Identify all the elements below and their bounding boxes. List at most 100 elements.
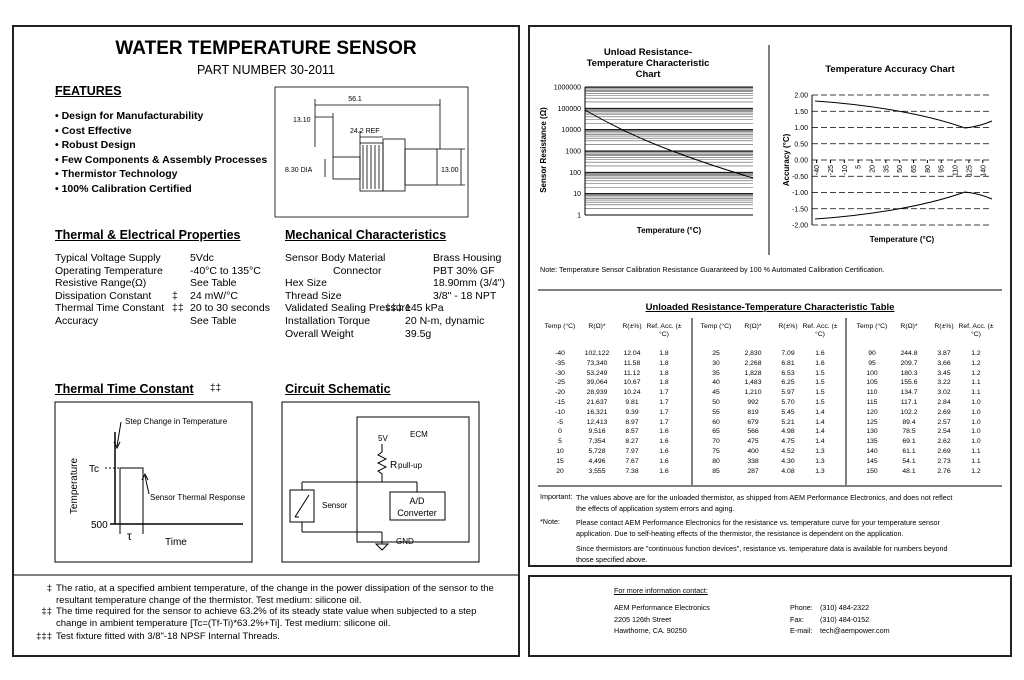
table-cell: 25 <box>712 350 720 357</box>
contact-value: tech@aempower.com <box>820 626 890 635</box>
x-tick-label: 65 <box>911 165 918 173</box>
property-value: 24 mW/°C <box>190 289 238 302</box>
drawing-rect <box>389 491 446 521</box>
x-tick-label: 125 <box>966 165 973 177</box>
table-cell: 48.1 <box>902 467 916 475</box>
table-cell: 102.2 <box>900 408 918 416</box>
contact-label: Phone: <box>790 603 813 612</box>
feature-item: Thermistor Technology <box>55 168 178 180</box>
footnote-mark: ‡‡ <box>172 302 184 315</box>
property-label: Thread Size <box>285 289 342 302</box>
table-cell: 10 <box>556 448 564 455</box>
table-cell: 12.04 <box>623 350 641 357</box>
feature-item: 100% Calibration Certified <box>55 183 192 195</box>
dim-height: 13.00 <box>441 167 459 174</box>
table-cell: 2.73 <box>937 457 951 465</box>
footnote-mark: ‡‡‡ <box>36 631 52 642</box>
table-cell: 8.97 <box>625 418 639 426</box>
table-cell: 1.2 <box>971 369 981 377</box>
table-cell: 2.69 <box>937 408 951 416</box>
y-tick-label: 100000 <box>558 106 581 113</box>
drawing-rect <box>274 86 469 218</box>
footnote-text: Test fixture fitted with 3/8"-18 NPSF In… <box>56 631 280 642</box>
table-cell: 55 <box>712 408 720 416</box>
table-cell: 1.6 <box>659 467 669 475</box>
table-cell: 150 <box>866 467 878 475</box>
x-tick-label: 80 <box>925 165 932 173</box>
table-cell: 3,555 <box>588 467 606 475</box>
features-heading: FEATURES <box>55 84 122 98</box>
feature-item: Few Components & Assembly Processes <box>55 154 268 166</box>
table-cell: -5 <box>556 418 564 426</box>
drawing-rect <box>281 401 480 563</box>
property-label: Typical Voltage Supply <box>55 252 161 264</box>
table-cell: 1.5 <box>815 369 825 377</box>
resistance-curve <box>584 109 754 179</box>
table-cell: 140 <box>866 448 878 455</box>
table-cell: 110 <box>866 389 878 397</box>
y-tick-label: 100 <box>569 170 581 177</box>
table-cell: 100 <box>866 369 878 377</box>
y-tick-label: 1000000 <box>554 85 581 92</box>
table-cell: 2,268 <box>744 359 762 367</box>
drawing-path <box>141 472 149 481</box>
table-cell: 21,637 <box>586 399 608 406</box>
x-axis-label: Temperature (°C) <box>869 235 935 244</box>
table-header: R(±%) <box>934 323 954 330</box>
y-tick-label: 0.50 <box>794 141 808 148</box>
x-tick-label: 140 <box>980 165 987 177</box>
table-title: Unloaded Resistance-Temperature Characte… <box>645 302 895 313</box>
table-cell: 3.87 <box>937 350 951 357</box>
contact-value: (310) 484-2322 <box>820 603 870 612</box>
table-cell: 1.7 <box>659 408 669 416</box>
table-cell: 2.69 <box>937 448 951 455</box>
table-cell: 5.70 <box>781 399 795 406</box>
contact-panel <box>528 575 1012 657</box>
step-label: Step Change in Temperature <box>125 417 228 426</box>
converter-label: Converter <box>397 508 437 518</box>
note-text: The values above are for the unloaded th… <box>576 493 953 513</box>
contact-label: E-mail: <box>790 626 813 635</box>
table-cell: 1.1 <box>971 448 981 455</box>
section-heading: Mechanical Characteristics <box>285 228 447 242</box>
y-tick-label: -0.50 <box>792 174 808 181</box>
y-tick-label: 1.00 <box>794 125 808 132</box>
drawing-path <box>374 543 390 551</box>
tc-label: Tc <box>89 464 99 475</box>
drawing-line <box>144 475 150 495</box>
table-cell: 1.6 <box>815 350 825 357</box>
table-cell: 78.5 <box>902 428 916 436</box>
table-header: Ref. Acc. (±°C) <box>646 323 682 338</box>
table-cell: -25 <box>555 379 565 387</box>
table-cell: 209.7 <box>900 359 918 367</box>
table-cell: 75 <box>712 448 720 455</box>
table-cell: 1.4 <box>815 438 825 446</box>
table-cell: 7,354 <box>588 438 606 446</box>
table-cell: -10 <box>555 408 565 416</box>
property-value: See Table <box>190 277 237 290</box>
table-cell: 20 <box>556 467 564 475</box>
drawing-rect <box>54 401 253 563</box>
y-tick-label: -1.00 <box>792 190 808 197</box>
table-cell: 90 <box>868 350 876 357</box>
table-cell: 35 <box>712 369 720 377</box>
table-cell: 566 <box>747 428 759 436</box>
drawing-path <box>113 441 121 450</box>
table-cell: 3.66 <box>937 359 951 367</box>
property-label: Connector <box>333 264 382 277</box>
property-value: -40°C to 135°C <box>190 264 261 277</box>
table-cell: 3.02 <box>937 389 951 397</box>
dim-diameter: 8.30 DIA <box>285 167 313 174</box>
table-cell: 475 <box>747 438 759 446</box>
y-tick-label: 10 <box>573 191 581 198</box>
left-panel <box>12 25 520 657</box>
table-cell: 1.2 <box>971 359 981 367</box>
thermal-diagram: Step Change in Temperature Sensor Therma… <box>54 401 253 563</box>
drawing-path <box>376 444 388 482</box>
y-tick-label: 1.50 <box>794 109 808 116</box>
table-cell: 39,064 <box>586 379 608 387</box>
table-cell: 40 <box>712 379 720 387</box>
feature-item: Cost Effective <box>55 125 132 137</box>
drawing-rect <box>404 148 438 186</box>
